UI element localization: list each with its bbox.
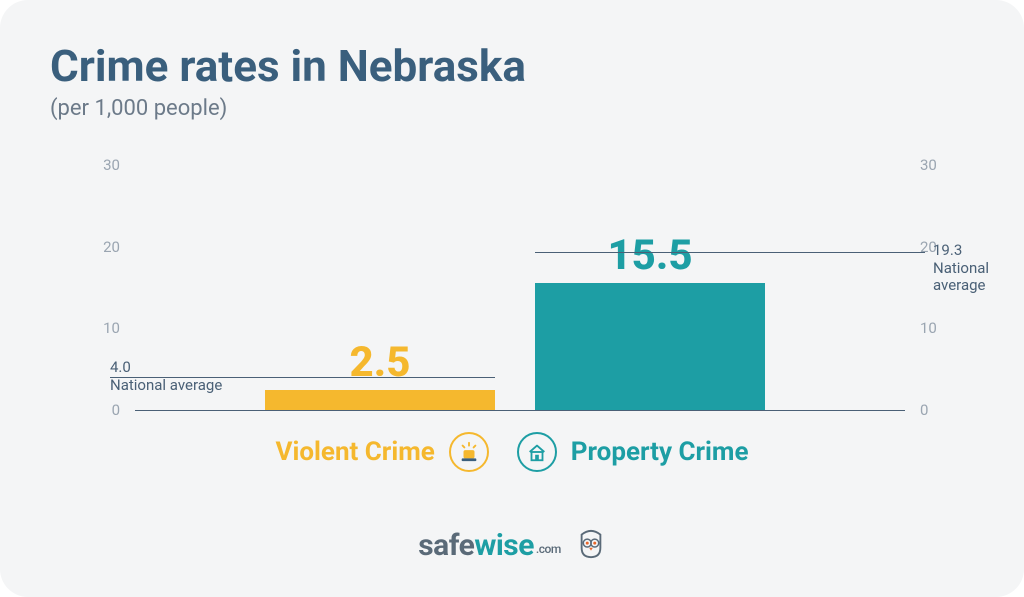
bar-violent [265,390,495,410]
infographic-card: Crime rates in Nebraska (per 1,000 peopl… [0,0,1024,597]
page-title: Crime rates in Nebraska [50,42,974,90]
category-property-label: Property Crime [571,437,749,467]
bar-value-property: 15.5 [535,235,765,277]
ytick-left: 0 [80,401,120,419]
category-property: Property Crime [517,432,749,472]
crime-bar-chart: 001010202030302.54.0National average15.5… [0,165,1024,425]
brand-tld: .com [536,542,561,556]
category-legend-row: Violent Crime Property Crime [0,428,1024,476]
category-violent-label: Violent Crime [276,437,435,467]
house-icon [517,432,557,472]
owl-icon [576,529,606,567]
page-subtitle: (per 1,000 people) [50,96,974,121]
category-violent: Violent Crime [276,432,489,472]
national-avg-label-violent: 4.0National average [110,359,222,394]
ytick-right: 0 [920,401,960,419]
brand-part2: wise [474,528,534,563]
ytick-left: 10 [80,319,120,337]
brand-logo: safewise.com [0,528,1024,567]
ytick-right: 10 [920,319,960,337]
brand-part1: safe [418,528,474,563]
ytick-left: 30 [80,156,120,174]
ytick-right: 30 [920,156,960,174]
chart-plot-area: 001010202030302.54.0National average15.5… [135,165,905,410]
ytick-left: 20 [80,238,120,256]
x-axis-line [135,410,905,411]
national-avg-label-property: 19.3National average [933,242,989,294]
siren-icon [449,432,489,472]
bar-property [535,283,765,410]
national-avg-line-property [535,252,925,253]
